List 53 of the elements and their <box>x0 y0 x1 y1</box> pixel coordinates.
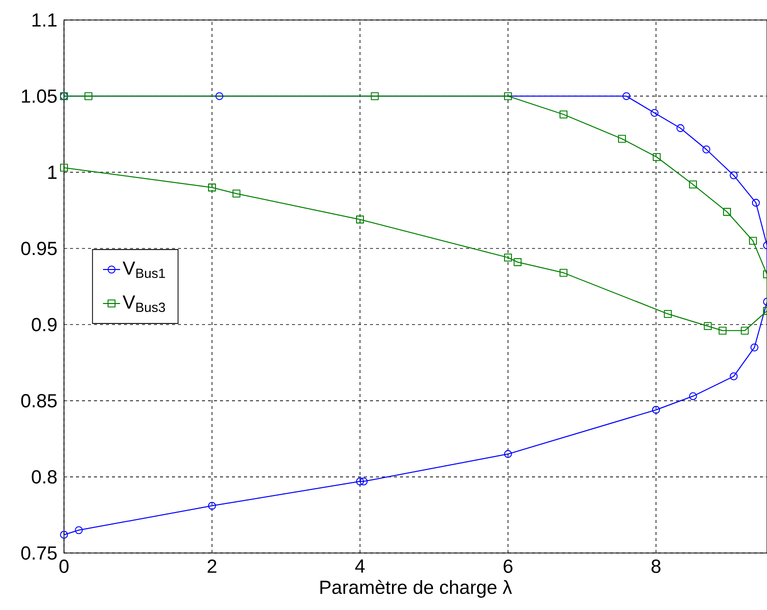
point <box>704 322 712 330</box>
point <box>215 92 224 100</box>
point <box>560 110 568 118</box>
y-tick-label: 0.85 <box>21 394 57 408</box>
point <box>650 108 658 117</box>
x-tick-label: 4 <box>355 560 365 573</box>
point <box>560 268 568 277</box>
point <box>622 92 630 100</box>
point <box>504 92 512 100</box>
y-tick-label: 0.9 <box>32 318 57 332</box>
x-axis-title: Paramètre de charge λ <box>320 580 512 598</box>
point <box>652 153 661 162</box>
legend-label: V$_{Bus3}$ <box>122 296 165 312</box>
point <box>208 184 216 192</box>
point <box>232 190 240 198</box>
point <box>702 145 710 154</box>
point <box>74 526 83 534</box>
x-tick-label: 8 <box>652 560 660 573</box>
y-tick-label: 0.8 <box>32 470 57 484</box>
x-tick-label: 6 <box>504 560 512 573</box>
point <box>730 372 738 380</box>
x-tick-label: 0 <box>59 560 69 573</box>
point <box>356 216 364 224</box>
point <box>618 134 626 143</box>
y-tick-label: 0.95 <box>21 242 57 256</box>
x-tick-label: 2 <box>208 560 216 573</box>
point <box>504 254 512 262</box>
point <box>84 92 92 100</box>
y-tick-label: 0.75 <box>21 546 57 560</box>
point <box>504 450 512 458</box>
point <box>752 198 760 207</box>
point <box>664 310 672 318</box>
y-tick-label: 1.1 <box>32 13 57 27</box>
point <box>652 406 660 414</box>
y-tick-label: 1.05 <box>22 89 57 103</box>
point <box>689 180 697 188</box>
point <box>208 502 216 510</box>
point <box>60 530 68 539</box>
point <box>60 164 68 172</box>
point <box>514 258 522 266</box>
point <box>360 477 368 486</box>
legend-label: V$_{Bus1}$ <box>122 262 165 278</box>
point <box>356 477 364 486</box>
point <box>718 326 727 335</box>
point <box>730 171 738 180</box>
point <box>748 236 757 245</box>
point <box>740 326 749 335</box>
point <box>370 92 379 100</box>
point <box>676 124 684 132</box>
point <box>750 343 758 352</box>
y-tick-label: 1 <box>48 166 57 179</box>
point <box>723 208 731 216</box>
point <box>689 392 697 400</box>
